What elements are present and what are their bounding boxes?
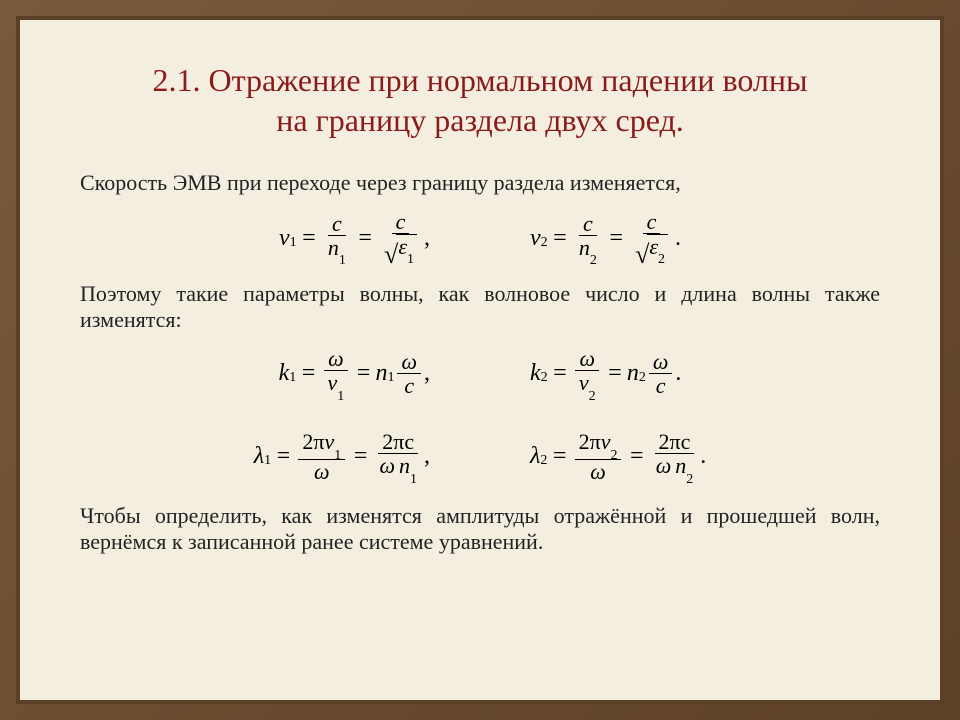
equation-k2: k2 = ω v2 = n2 ω c . — [530, 347, 681, 400]
eq-num: ω — [328, 346, 344, 371]
fraction: ω v2 — [575, 347, 600, 400]
eq-var: n — [675, 453, 686, 478]
eq-num: 2πc — [659, 429, 691, 454]
eq-term: , — [424, 443, 430, 470]
eq-term: . — [700, 443, 706, 470]
eq-const: 2π — [579, 429, 601, 454]
paragraph-2: Поэтому такие параметры волны, как волно… — [80, 281, 880, 333]
eq-var: λ — [530, 443, 540, 470]
fraction: 2πv2 ω — [575, 430, 622, 483]
equation-row-3: λ1 = 2πv1 ω = 2πc ωn1 , λ2 = — [80, 430, 880, 483]
eq-den: c — [404, 373, 414, 398]
fraction: c √ε1 — [380, 210, 421, 267]
eq-sub: 1 — [407, 252, 414, 267]
fraction: c n1 — [324, 212, 350, 265]
eq-term: . — [675, 360, 681, 387]
equation-row-2: k1 = ω v1 = n1 ω c , k2 = — [80, 347, 880, 400]
fraction: ω c — [649, 350, 673, 397]
eq-sub: 1 — [387, 370, 394, 386]
sqrt: √ε2 — [635, 234, 668, 264]
eq-var: n — [627, 360, 639, 387]
sqrt: √ε1 — [384, 234, 417, 264]
title-line-1: 2.1. Отражение при нормальном падении во… — [152, 62, 807, 98]
eq-const: 2π — [302, 429, 324, 454]
eq-sub: 2 — [686, 472, 693, 487]
eq-var: v — [579, 370, 589, 395]
equation-v2: v2 = c n2 = c √ε2 . — [530, 210, 681, 267]
title-line-2: на границу раздела двух сред. — [276, 102, 684, 138]
slide-title: 2.1. Отражение при нормальном падении во… — [80, 60, 880, 140]
eq-den: c — [656, 373, 666, 398]
eq-var: v — [530, 225, 541, 252]
fraction: c n2 — [575, 212, 601, 265]
eq-var: v — [324, 429, 334, 454]
eq-sub: 2 — [590, 253, 597, 268]
equation-k1: k1 = ω v1 = n1 ω c , — [279, 347, 430, 400]
eq-var: n — [375, 360, 387, 387]
eq-sub: 1 — [334, 448, 341, 463]
eq-den: ω — [314, 459, 330, 484]
eq-term: , — [424, 360, 430, 387]
eq-num: ω — [401, 349, 417, 374]
eq-sub: 2 — [589, 389, 596, 404]
eq-sub: 2 — [540, 453, 547, 469]
eq-var: v — [327, 370, 337, 395]
fraction: 2πc ωn2 — [652, 430, 698, 483]
slide-content: 2.1. Отражение при нормальном падении во… — [80, 60, 880, 670]
eq-num: c — [583, 211, 593, 236]
eq-var: n — [328, 235, 339, 260]
eq-den: ω — [590, 459, 606, 484]
slide-outer: 2.1. Отражение при нормальном падении во… — [0, 0, 960, 720]
equation-v1: v1 = c n1 = c √ε1 , — [279, 210, 430, 267]
eq-var: λ — [254, 443, 264, 470]
equation-lambda2: λ2 = 2πv2 ω = 2πc ωn2 . — [530, 430, 706, 483]
eq-term: , — [424, 225, 430, 252]
eq-var: ε — [649, 234, 658, 259]
eq-sub: 2 — [541, 370, 548, 386]
eq-var: n — [579, 235, 590, 260]
eq-num: ω — [579, 346, 595, 371]
eq-sub: 1 — [290, 235, 297, 251]
eq-var: v — [279, 225, 290, 252]
fraction: c √ε2 — [631, 210, 672, 267]
eq-var: k — [279, 360, 290, 387]
eq-num: c — [396, 209, 406, 234]
eq-num: ω — [653, 349, 669, 374]
fraction: ω v1 — [323, 347, 348, 400]
eq-num: c — [332, 211, 342, 236]
eq-sub: 1 — [264, 453, 271, 469]
eq-var: ω — [656, 453, 672, 478]
paragraph-3: Чтобы определить, как изменятся амплитуд… — [80, 503, 880, 555]
eq-sub: 2 — [658, 252, 665, 267]
slide-frame: 2.1. Отражение при нормальном падении во… — [16, 16, 944, 704]
eq-var: ε — [398, 234, 407, 259]
fraction: 2πv1 ω — [298, 430, 345, 483]
equation-lambda1: λ1 = 2πv1 ω = 2πc ωn1 , — [254, 430, 430, 483]
equation-row-1: v1 = c n1 = c √ε1 , v2 — [80, 210, 880, 267]
eq-sub: 2 — [639, 370, 646, 386]
eq-sub: 1 — [410, 472, 417, 487]
fraction: 2πc ωn1 — [375, 430, 421, 483]
eq-var: ω — [379, 453, 395, 478]
paragraph-1: Скорость ЭМВ при переходе через границу … — [80, 170, 880, 196]
eq-sub: 2 — [541, 235, 548, 251]
eq-var: n — [399, 453, 410, 478]
eq-num: 2πc — [382, 429, 414, 454]
eq-sub: 2 — [610, 448, 617, 463]
eq-term: . — [675, 225, 681, 252]
eq-sub: 1 — [337, 389, 344, 404]
eq-num: c — [647, 209, 657, 234]
eq-sub: 1 — [289, 370, 296, 386]
fraction: ω c — [397, 350, 421, 397]
eq-sub: 1 — [339, 253, 346, 268]
eq-var: k — [530, 360, 541, 387]
